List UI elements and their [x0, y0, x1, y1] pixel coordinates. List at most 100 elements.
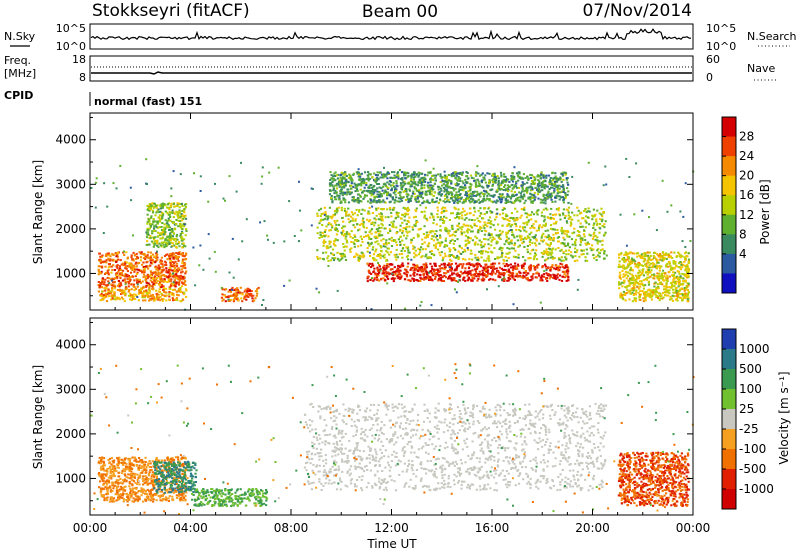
- data-cell: [530, 218, 533, 221]
- data-cell: [142, 292, 145, 295]
- data-cell: [582, 217, 585, 220]
- data-cell: [423, 265, 426, 268]
- data-cell: [456, 195, 459, 198]
- data-cell: [604, 220, 607, 223]
- data-cell: [169, 219, 172, 222]
- data-cell: [486, 191, 489, 194]
- data-cell: [170, 211, 173, 214]
- data-cell: [458, 275, 461, 278]
- data-cell: [543, 175, 546, 178]
- data-cell: [377, 274, 380, 277]
- data-cell: [455, 266, 459, 269]
- data-cell: [380, 250, 383, 253]
- data-cell: [516, 235, 519, 238]
- data-cell: [329, 215, 332, 218]
- data-cell: [597, 251, 601, 254]
- data-cell: [421, 172, 424, 175]
- data-cell: [595, 255, 598, 258]
- data-cell: [123, 274, 126, 277]
- data-cell: [547, 190, 550, 193]
- data-cell: [596, 209, 599, 212]
- data-cell: [450, 175, 453, 178]
- data-cell: [106, 293, 109, 296]
- data-cell: [373, 224, 376, 227]
- data-cell: [160, 283, 163, 286]
- data-cell: [523, 263, 526, 266]
- data-cell: [425, 217, 428, 220]
- data-cell: [546, 196, 549, 199]
- data-cell: [401, 221, 404, 224]
- data-cell: [448, 275, 451, 278]
- data-cell: [544, 180, 547, 183]
- data-cell: [595, 220, 598, 223]
- data-cell: [108, 253, 111, 256]
- data-cell: [168, 286, 171, 289]
- data-cell: [553, 187, 556, 190]
- data-cell: [515, 228, 518, 231]
- data-cell: [361, 240, 364, 243]
- data-cell: [384, 245, 387, 248]
- data-cell: [333, 172, 336, 175]
- data-cell: [400, 249, 403, 252]
- data-cell: [498, 266, 501, 269]
- data-cell: [166, 243, 169, 246]
- data-cell: [515, 272, 518, 275]
- data-cell: [523, 206, 526, 209]
- data-cell: [128, 263, 131, 266]
- data-cell: [107, 266, 110, 269]
- data-cell: [514, 256, 517, 259]
- data-cell: [148, 227, 151, 230]
- data-cell: [534, 186, 537, 189]
- data-cell: [344, 259, 348, 261]
- data-cell: [485, 268, 488, 271]
- data-cell: [409, 185, 412, 188]
- data-cell: [179, 277, 182, 280]
- data-cell: [387, 172, 390, 175]
- data-cell: [444, 193, 448, 196]
- data-cell: [147, 267, 150, 270]
- data-cell: [518, 172, 521, 175]
- data-cell: [558, 191, 561, 194]
- data-cell: [459, 270, 462, 273]
- data-cell: [527, 236, 530, 239]
- data-cell: [117, 280, 120, 282]
- data-cell: [518, 191, 521, 194]
- data-cell: [384, 278, 387, 281]
- data-cell: [329, 171, 332, 174]
- data-cell: [430, 265, 433, 268]
- data-cell: [332, 189, 335, 192]
- data-cell: [170, 253, 173, 256]
- data-cell: [463, 276, 466, 279]
- data-cell: [484, 259, 487, 262]
- data-cell: [382, 277, 385, 280]
- data-cell: [469, 201, 472, 204]
- data-cell: [619, 277, 622, 280]
- data-cell: [479, 265, 482, 268]
- data-cell: [436, 216, 439, 219]
- data-cell: [515, 182, 518, 185]
- data-cell: [335, 184, 338, 187]
- data-cell: [473, 224, 476, 227]
- data-cell: [502, 278, 505, 281]
- data-cell: [563, 276, 566, 279]
- data-cell: [504, 179, 507, 182]
- data-cell: [172, 203, 175, 205]
- data-cell: [177, 219, 180, 222]
- data-cell: [475, 258, 478, 261]
- data-cell: [583, 229, 586, 232]
- data-cell: [502, 196, 505, 199]
- data-cell: [432, 188, 435, 191]
- data-cell: [373, 179, 376, 182]
- data-cell: [155, 289, 158, 292]
- data-cell: [442, 186, 445, 189]
- data-cell: [107, 252, 110, 255]
- data-cell: [118, 273, 121, 275]
- data-cell: [449, 263, 452, 266]
- data-cell: [361, 219, 364, 222]
- data-cell: [562, 184, 565, 187]
- data-cell: [328, 242, 331, 245]
- data-cell: [368, 237, 371, 240]
- data-cell: [111, 268, 114, 271]
- data-cell: [113, 287, 116, 290]
- data-cell: [526, 190, 529, 193]
